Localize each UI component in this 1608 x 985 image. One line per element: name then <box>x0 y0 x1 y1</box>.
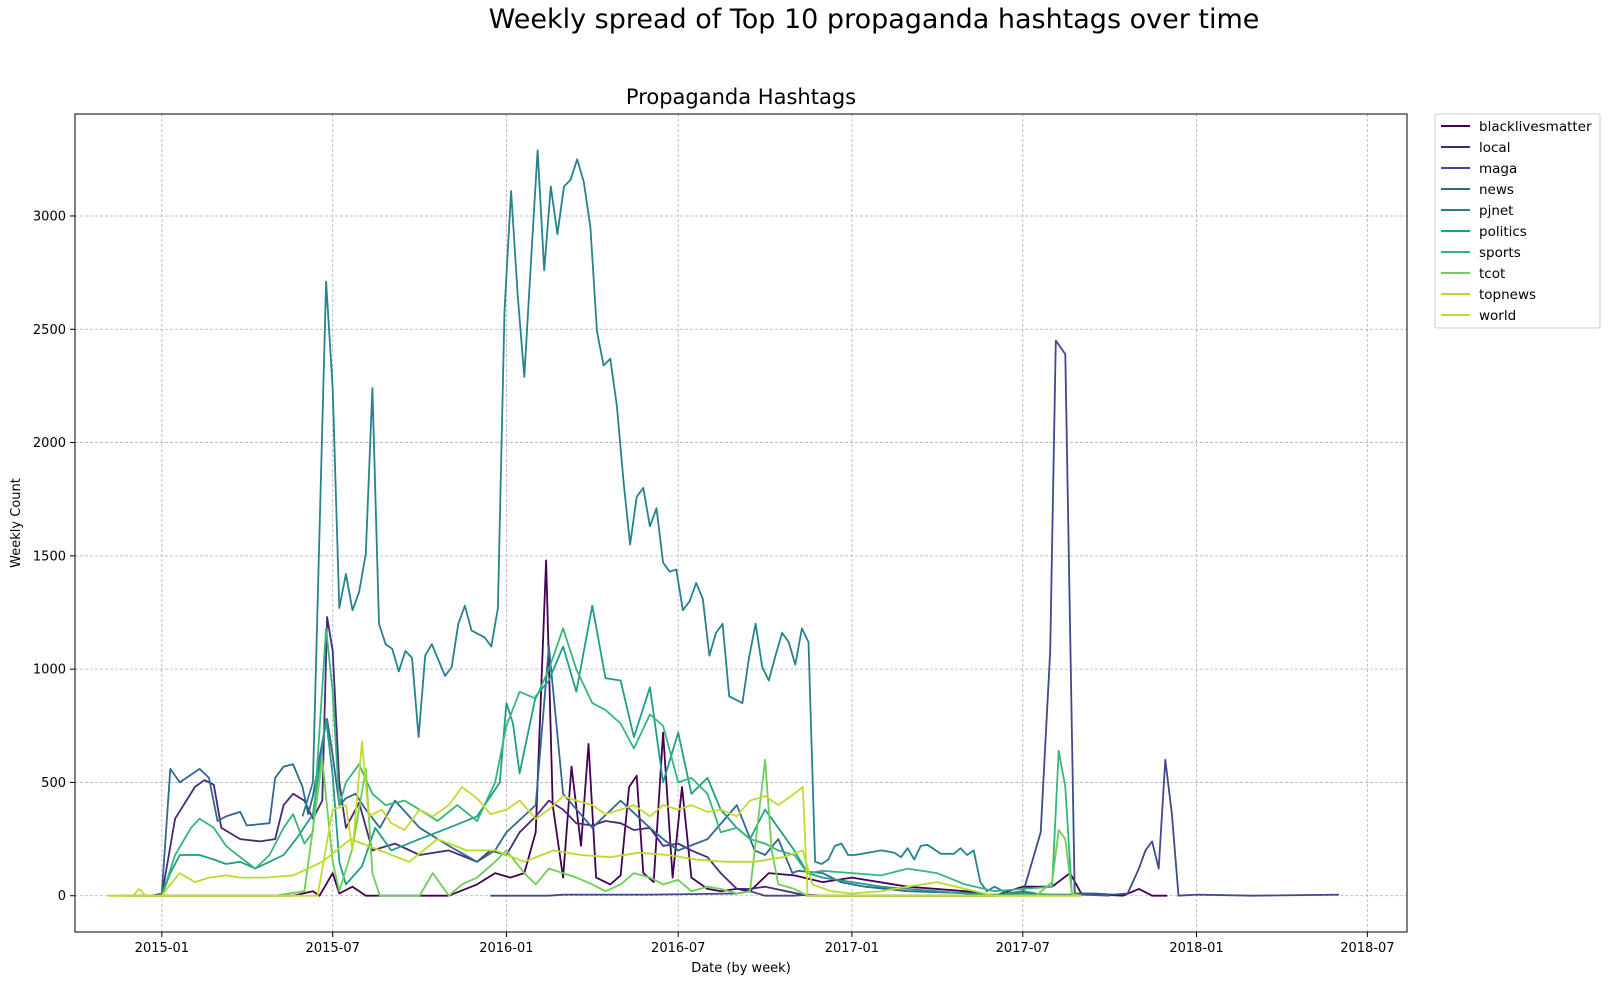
legend-label-tcot: tcot <box>1479 266 1505 282</box>
y-tick-label: 2500 <box>33 323 66 338</box>
x-tick-label: 2015-07 <box>306 941 360 956</box>
plot-frame <box>75 114 1407 932</box>
x-axis-ticks: 2015-01 2015-07 2016-01 2016-07 2017-01 2017-… <box>135 932 1395 956</box>
y-tick-label: 3000 <box>33 209 66 224</box>
y-tick-label: 0 <box>58 889 66 904</box>
x-tick-label: 2018-01 <box>1169 941 1223 956</box>
x-tick-label: 2017-07 <box>996 941 1050 956</box>
legend: blacklivesmatter local maga news pjnet politi… <box>1435 114 1600 328</box>
x-tick-label: 2017-01 <box>825 941 879 956</box>
grid-lines <box>75 114 1407 932</box>
x-tick-label: 2018-07 <box>1340 941 1394 956</box>
y-tick-label: 500 <box>41 776 66 791</box>
y-axis-label: Weekly Count <box>9 478 24 568</box>
series-line-news <box>151 647 1110 896</box>
legend-label-topnews: topnews <box>1479 287 1536 303</box>
legend-label-sports: sports <box>1479 245 1521 261</box>
x-axis-label: Date (by week) <box>691 961 791 976</box>
y-tick-label: 2000 <box>33 436 66 451</box>
x-tick-label: 2016-07 <box>651 941 705 956</box>
y-tick-label: 1000 <box>33 663 66 678</box>
series-layer <box>108 150 1339 895</box>
series-line-blacklivesmatter <box>122 560 1167 895</box>
x-tick-label: 2016-01 <box>479 941 533 956</box>
series-line-pjnet <box>303 150 1037 893</box>
legend-label-world: world <box>1479 308 1516 324</box>
legend-label-blacklivesmatter: blacklivesmatter <box>1479 119 1592 135</box>
legend-label-local: local <box>1479 140 1510 156</box>
legend-label-maga: maga <box>1479 161 1517 177</box>
legend-label-politics: politics <box>1479 224 1527 240</box>
y-axis-ticks: 0 500 1000 1500 2000 2500 3000 <box>33 209 75 904</box>
y-tick-label: 1500 <box>33 549 66 564</box>
legend-label-pjnet: pjnet <box>1479 203 1513 219</box>
chart-title: Propaganda Hashtags <box>626 85 856 109</box>
legend-label-news: news <box>1479 182 1514 198</box>
x-tick-label: 2015-01 <box>135 941 189 956</box>
